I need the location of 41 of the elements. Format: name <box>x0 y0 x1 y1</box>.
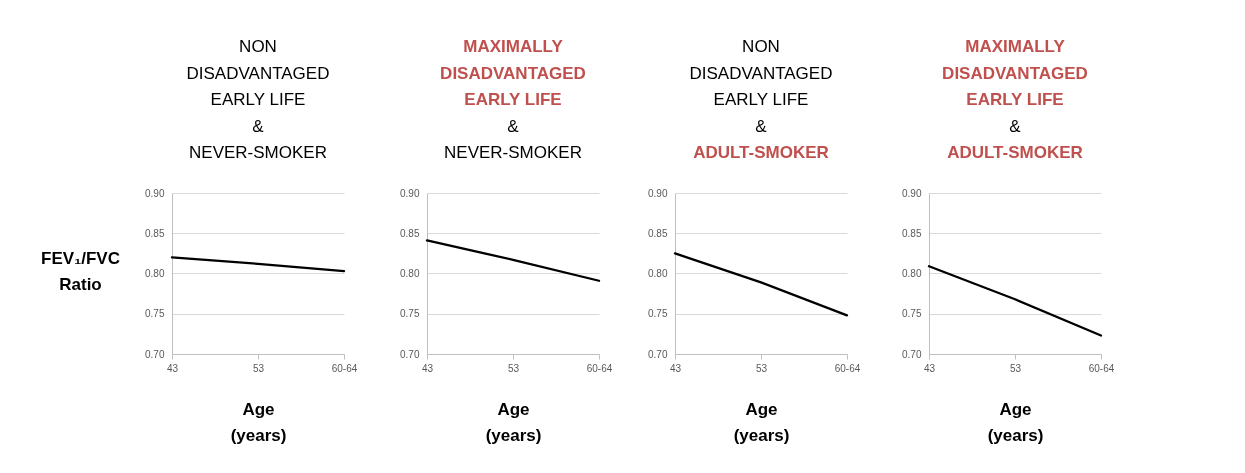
x-tick-label: 53 <box>1009 362 1022 374</box>
y-tick-label: 0.90 <box>145 187 165 199</box>
x-tick-label: 43 <box>923 362 936 374</box>
chart-title: NON DISADVANTAGED EARLY LIFE & ADULT-SMOKER <box>688 36 834 164</box>
y-tick-label: 0.75 <box>145 308 165 320</box>
y-tick-label: 0.70 <box>648 348 668 360</box>
x-tick-label: 53 <box>252 362 265 374</box>
y-tick-label: 0.75 <box>648 308 668 320</box>
y-tick-label: 0.85 <box>145 227 165 239</box>
x-axis-title: Age (years) <box>230 399 287 445</box>
x-tick-label: 43 <box>669 362 682 374</box>
x-tick-label: 43 <box>166 362 179 374</box>
chart-title: MAXIMALLY DISADVANTAGED EARLY LIFE & ADULT-SMOKER <box>941 36 1089 164</box>
y-tick-label: 0.90 <box>648 187 668 199</box>
y-tick-label: 0.90 <box>902 187 922 199</box>
x-tick-label: 60-64 <box>834 362 861 374</box>
x-tick-label: 53 <box>755 362 768 374</box>
y-tick-label: 0.85 <box>648 227 668 239</box>
y-tick-label: 0.85 <box>400 227 420 239</box>
y-tick-label: 0.75 <box>902 308 922 320</box>
y-tick-label: 0.90 <box>400 187 420 199</box>
y-axis-title: FEV₁/FVC Ratio <box>41 248 120 294</box>
y-tick-label: 0.80 <box>648 268 668 279</box>
x-tick-label: 60-64 <box>1088 362 1115 374</box>
y-tick-label: 0.85 <box>902 227 922 239</box>
x-axis-title: Age (years) <box>733 399 790 445</box>
y-tick-label: 0.70 <box>145 348 165 360</box>
x-tick-label: 60-64 <box>331 362 358 374</box>
x-tick-label: 43 <box>421 362 434 374</box>
x-axis-title: Age (years) <box>987 399 1044 445</box>
y-tick-label: 0.70 <box>400 348 420 360</box>
y-tick-label: 0.75 <box>400 308 420 320</box>
chart-title: NON DISADVANTAGED EARLY LIFE & NEVER-SMOKER <box>185 36 331 164</box>
x-axis-title: Age (years) <box>485 399 542 445</box>
x-tick-label: 53 <box>507 362 520 374</box>
y-tick-label: 0.80 <box>145 268 165 279</box>
chart-title: MAXIMALLY DISADVANTAGED EARLY LIFE & NEVER-SMOKER <box>439 36 587 164</box>
y-tick-label: 0.80 <box>400 268 420 279</box>
y-tick-label: 0.70 <box>902 348 922 360</box>
x-tick-label: 60-64 <box>586 362 613 374</box>
y-tick-label: 0.80 <box>902 268 922 279</box>
